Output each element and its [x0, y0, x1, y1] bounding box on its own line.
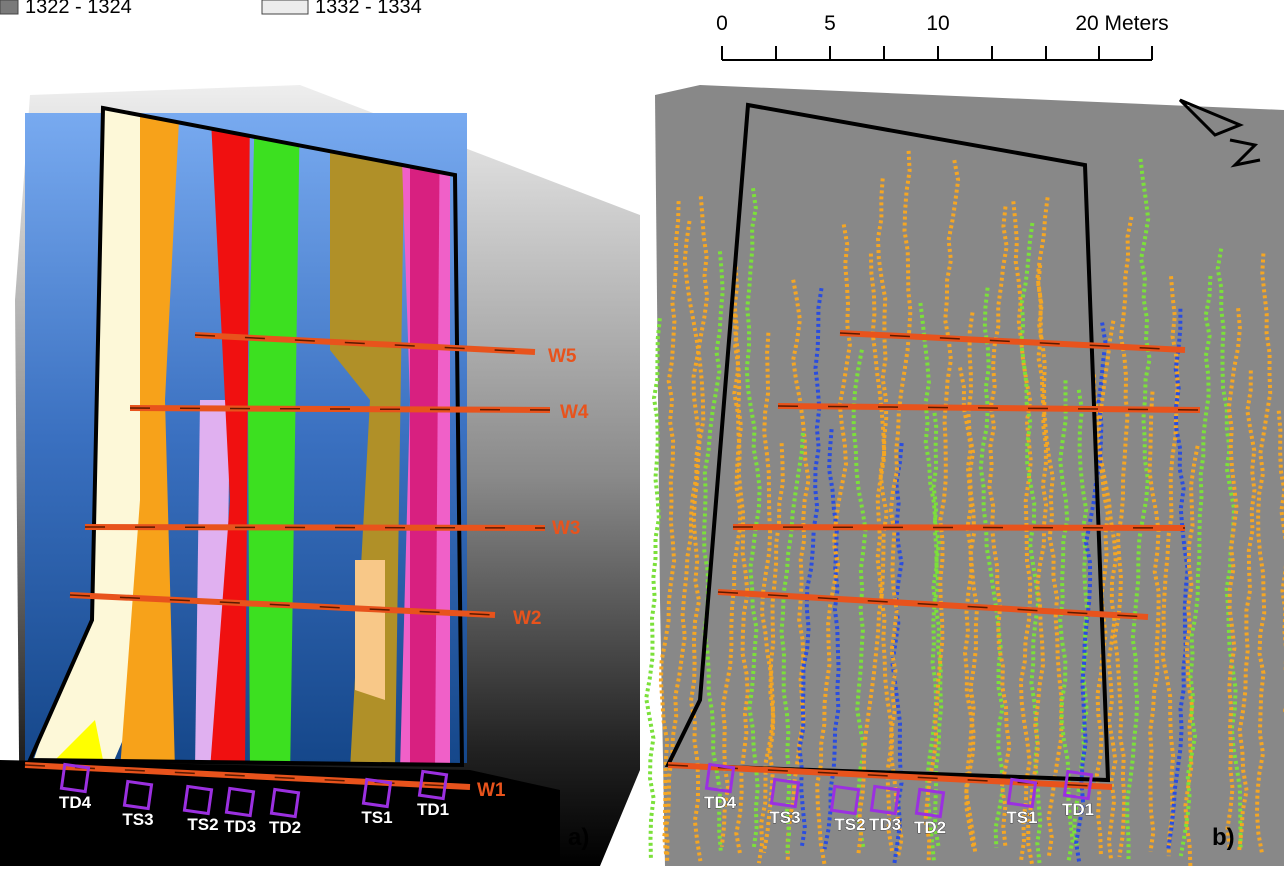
panel-label: b) [1212, 824, 1235, 851]
legend-label: 1332 - 1334 [315, 0, 422, 18]
legend-label: 1322 - 1324 [25, 0, 132, 18]
well-label: W2 [513, 608, 542, 629]
well-label: W5 [548, 346, 577, 367]
plot-label: TD1 [417, 800, 449, 819]
plot-label: TD2 [914, 818, 946, 837]
panel-a [0, 85, 640, 866]
scale-label: 5 [824, 12, 836, 35]
flow-line [646, 318, 660, 858]
well-label: W1 [477, 780, 506, 801]
plot-label: TS2 [834, 815, 865, 834]
plot-label: TS3 [769, 808, 800, 827]
plot-label: TD4 [59, 793, 92, 812]
plot-label: TD1 [1062, 800, 1094, 819]
scale-label: 20 Meters [1075, 12, 1168, 35]
plot-label: TS1 [361, 808, 392, 827]
plot-label: TD3 [869, 815, 901, 834]
panel-label: a) [568, 824, 589, 851]
plot-label: TS2 [187, 815, 218, 834]
plot-label: TD4 [704, 793, 737, 812]
panel-b [640, 80, 1284, 866]
legend-swatch [0, 0, 18, 14]
plot-label: TS3 [122, 810, 153, 829]
legend-swatch [262, 0, 308, 14]
scale-label: 0 [716, 12, 728, 35]
terrain [640, 80, 1284, 866]
well-label: W4 [560, 402, 589, 423]
plot-label: TD2 [269, 818, 301, 837]
plot-label: TS1 [1006, 808, 1037, 827]
plot-label: TD3 [224, 817, 256, 836]
well-label: W3 [552, 518, 581, 539]
figure: 1322 - 1324 1332 - 1334 0 5 10 20 Meters W5 W4 W… [0, 0, 1284, 866]
scale-label: 10 [926, 12, 949, 35]
